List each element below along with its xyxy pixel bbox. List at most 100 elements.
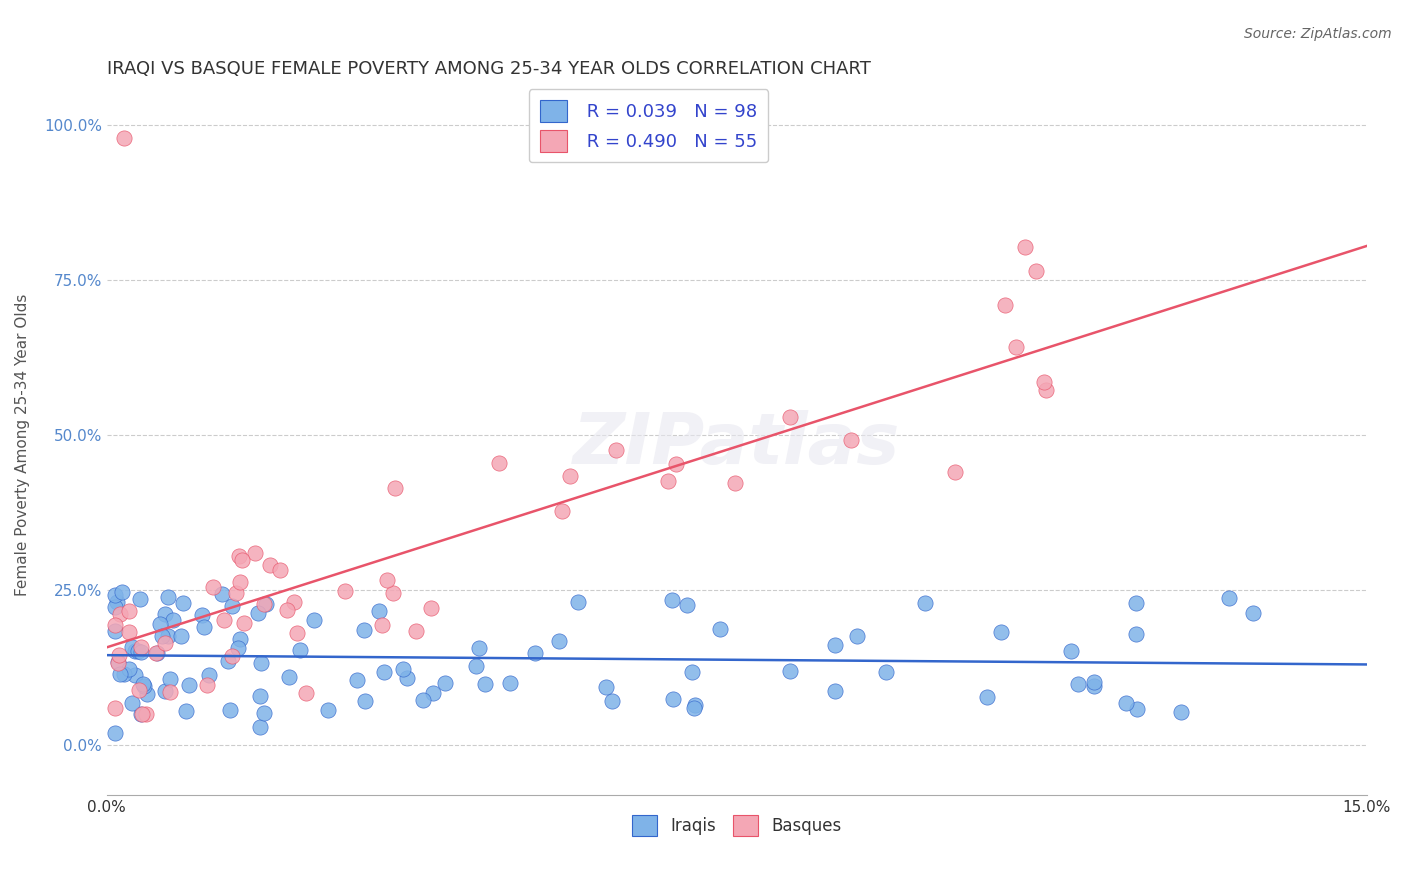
Point bbox=[191, 607, 214, 622]
Point bbox=[221, 648, 243, 663]
Point bbox=[233, 615, 256, 630]
Point bbox=[162, 613, 184, 627]
Point bbox=[104, 588, 127, 602]
Point bbox=[135, 687, 157, 701]
Point bbox=[346, 673, 368, 687]
Point bbox=[685, 698, 707, 712]
Point bbox=[117, 662, 139, 676]
Point bbox=[661, 592, 683, 607]
Point bbox=[1125, 627, 1147, 641]
Point bbox=[839, 433, 862, 447]
Point bbox=[127, 644, 149, 658]
Point bbox=[124, 668, 146, 682]
Point bbox=[172, 596, 194, 610]
Point bbox=[302, 614, 325, 628]
Point bbox=[382, 585, 405, 599]
Point bbox=[1060, 643, 1083, 657]
Point bbox=[1241, 606, 1264, 620]
Point bbox=[149, 616, 172, 631]
Point bbox=[354, 693, 377, 707]
Point bbox=[278, 670, 301, 684]
Point bbox=[1025, 264, 1047, 278]
Point bbox=[675, 599, 697, 613]
Point bbox=[1032, 375, 1054, 389]
Point bbox=[129, 707, 152, 722]
Point bbox=[976, 690, 998, 705]
Y-axis label: Female Poverty Among 25-34 Year Olds: Female Poverty Among 25-34 Year Olds bbox=[15, 293, 30, 596]
Point bbox=[195, 678, 218, 692]
Point bbox=[524, 647, 547, 661]
Point bbox=[474, 677, 496, 691]
Point bbox=[567, 594, 589, 608]
Point bbox=[228, 632, 250, 646]
Point bbox=[145, 646, 167, 660]
Point bbox=[153, 684, 176, 698]
Point bbox=[121, 696, 143, 710]
Point bbox=[129, 591, 152, 606]
Text: Source: ZipAtlas.com: Source: ZipAtlas.com bbox=[1244, 27, 1392, 41]
Point bbox=[254, 597, 277, 611]
Point bbox=[104, 701, 127, 715]
Point bbox=[845, 629, 868, 643]
Point bbox=[316, 703, 339, 717]
Point bbox=[295, 686, 318, 700]
Point bbox=[657, 474, 679, 488]
Point bbox=[129, 645, 152, 659]
Point bbox=[217, 654, 239, 668]
Point bbox=[118, 603, 141, 617]
Point bbox=[724, 475, 747, 490]
Point bbox=[108, 667, 131, 681]
Point bbox=[153, 607, 176, 621]
Point bbox=[290, 643, 312, 657]
Point bbox=[551, 504, 574, 518]
Point bbox=[548, 634, 571, 648]
Point bbox=[602, 694, 624, 708]
Point bbox=[229, 574, 252, 589]
Point bbox=[221, 599, 243, 614]
Point bbox=[174, 704, 197, 718]
Point bbox=[405, 624, 427, 638]
Point bbox=[110, 607, 132, 621]
Point bbox=[499, 676, 522, 690]
Point bbox=[395, 671, 418, 685]
Point bbox=[373, 665, 395, 680]
Point bbox=[228, 549, 250, 563]
Point bbox=[709, 622, 731, 636]
Point bbox=[179, 678, 201, 692]
Point bbox=[269, 563, 291, 577]
Point bbox=[259, 558, 281, 572]
Point bbox=[135, 707, 157, 722]
Point bbox=[170, 629, 193, 643]
Point bbox=[384, 481, 406, 495]
Point bbox=[990, 625, 1012, 640]
Point bbox=[1218, 591, 1240, 605]
Point bbox=[370, 618, 392, 632]
Point bbox=[225, 585, 247, 599]
Point bbox=[112, 130, 135, 145]
Point bbox=[375, 573, 398, 587]
Point bbox=[107, 656, 129, 670]
Point bbox=[118, 625, 141, 640]
Point bbox=[488, 456, 510, 470]
Text: ZIPatlas: ZIPatlas bbox=[574, 410, 900, 479]
Point bbox=[1014, 240, 1036, 254]
Point bbox=[1115, 696, 1137, 710]
Point bbox=[1125, 595, 1147, 609]
Point bbox=[111, 585, 134, 599]
Point bbox=[605, 442, 627, 457]
Point bbox=[276, 603, 298, 617]
Point bbox=[595, 680, 617, 694]
Point bbox=[1035, 383, 1057, 397]
Point bbox=[146, 646, 169, 660]
Point bbox=[132, 677, 155, 691]
Point bbox=[392, 662, 415, 676]
Point bbox=[121, 640, 143, 655]
Point bbox=[560, 468, 582, 483]
Point bbox=[134, 679, 156, 693]
Point bbox=[112, 667, 135, 681]
Point bbox=[156, 629, 179, 643]
Point bbox=[468, 641, 491, 656]
Point bbox=[231, 553, 253, 567]
Point bbox=[665, 457, 688, 471]
Point bbox=[824, 638, 846, 652]
